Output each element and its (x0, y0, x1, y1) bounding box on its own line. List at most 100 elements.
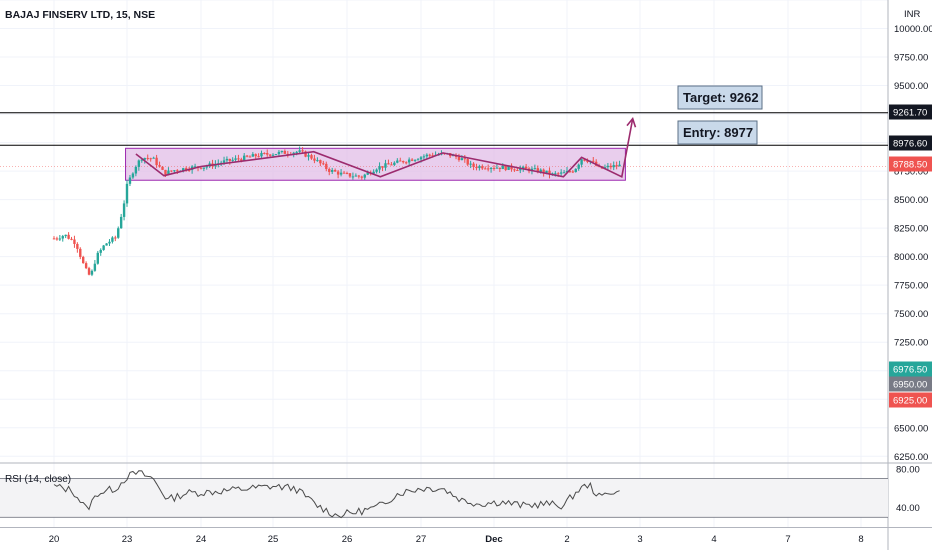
price-badge-text: 6925.00 (893, 396, 927, 407)
candle-body (199, 167, 203, 169)
candle-body (478, 166, 481, 169)
time-tick-label: 20 (49, 534, 60, 545)
candle-body (363, 174, 366, 178)
time-tick-label: 3 (637, 534, 642, 545)
candle-body (325, 163, 328, 170)
time-tick-label: 27 (416, 534, 427, 545)
annotations: Target: 9262 Entry: 8977 (677, 85, 763, 145)
candle-body (574, 168, 577, 173)
candle-body (548, 170, 551, 175)
candle-body (328, 169, 331, 172)
candle-body (237, 158, 240, 160)
candle-body (402, 161, 405, 163)
candle-body (134, 166, 138, 174)
candle-body (333, 170, 337, 172)
candle-body (167, 170, 170, 175)
candle-body (375, 169, 378, 172)
candle-body (407, 159, 411, 163)
candle-body (422, 156, 426, 158)
candle-body (390, 164, 393, 166)
candle-body (99, 249, 102, 253)
rsi-band (0, 478, 888, 518)
candle-body (457, 156, 461, 161)
currency-label: INR (904, 9, 921, 20)
price-badge: 8976.60 (889, 135, 932, 151)
candle-body (82, 256, 85, 264)
time-tick-label: 25 (268, 534, 279, 545)
rsi-line (53, 470, 620, 519)
annotation-label: Target: 9262 (677, 85, 763, 110)
candle-body (606, 165, 610, 168)
candle-body (234, 158, 237, 160)
candle-body (185, 168, 188, 171)
candle-body (484, 168, 487, 170)
annotation-text: Target: 9262 (683, 90, 759, 105)
candle-body (419, 157, 423, 160)
candle-body (536, 168, 539, 173)
time-tick-label: 23 (122, 534, 133, 545)
candle-body (164, 169, 167, 175)
candle-body (498, 167, 502, 170)
candle-body (58, 238, 62, 240)
zigzag-pattern (135, 116, 637, 178)
price-badge-text: 8788.50 (893, 160, 927, 171)
candle-body (507, 165, 510, 170)
candle-body (277, 151, 281, 155)
candle-body (170, 170, 173, 172)
candle-body (155, 157, 158, 166)
candle-body (469, 163, 472, 165)
candle-body (486, 168, 490, 170)
candle-body (428, 154, 431, 156)
candle-body (342, 172, 346, 174)
candle-body (149, 158, 152, 160)
candle-body (351, 176, 355, 178)
price-badge: 6925.00 (889, 392, 932, 408)
annotation-text: Entry: 8977 (683, 125, 753, 140)
candle-body (322, 163, 325, 165)
candle-body (489, 167, 493, 169)
candle-body (393, 162, 396, 165)
candle-body (396, 160, 399, 163)
price-axis[interactable]: 10000.009750.009500.009250.009000.008750… (889, 9, 932, 514)
candle-body (336, 171, 340, 175)
candle-body (245, 155, 249, 157)
price-badge-bg (889, 104, 932, 120)
rsi-tick-label: 80.00 (896, 464, 920, 475)
candle-body (510, 165, 513, 170)
candle-body (463, 158, 466, 160)
candle-body (460, 158, 464, 161)
candle-body (562, 172, 566, 174)
candle-body (271, 154, 275, 156)
price-badge: 6976.50 (889, 361, 932, 377)
candle-body (187, 170, 191, 172)
candle-body (316, 160, 319, 162)
candle-body (140, 159, 143, 161)
candle-body (519, 168, 522, 171)
candle-body (280, 150, 284, 152)
candle-body (533, 168, 537, 170)
candle-body (504, 165, 507, 170)
annotation-box (677, 120, 758, 145)
candle-body (93, 263, 97, 271)
candle-body (295, 151, 298, 153)
rsi-label: RSI (14, close) (5, 474, 71, 485)
candle-body (73, 239, 76, 244)
candle-body (193, 166, 197, 168)
candle-body (76, 243, 79, 249)
price-badge: 8788.50 (889, 156, 932, 172)
time-tick-label: 24 (196, 534, 207, 545)
candle-body (257, 156, 260, 158)
candle-body (228, 158, 231, 161)
time-axis[interactable]: 20 23 24 25 26 27 Dec 2 3 4 7 8 (49, 534, 864, 545)
candle-body (431, 155, 434, 157)
annotation-box (677, 85, 763, 110)
candle-body (202, 167, 206, 169)
candle-body (268, 154, 272, 156)
rsi-panel: RSI (14, close) (0, 470, 888, 519)
candle-body (266, 153, 269, 155)
candle-body (307, 155, 310, 157)
candle-body (580, 159, 583, 165)
candle-body (618, 164, 621, 167)
